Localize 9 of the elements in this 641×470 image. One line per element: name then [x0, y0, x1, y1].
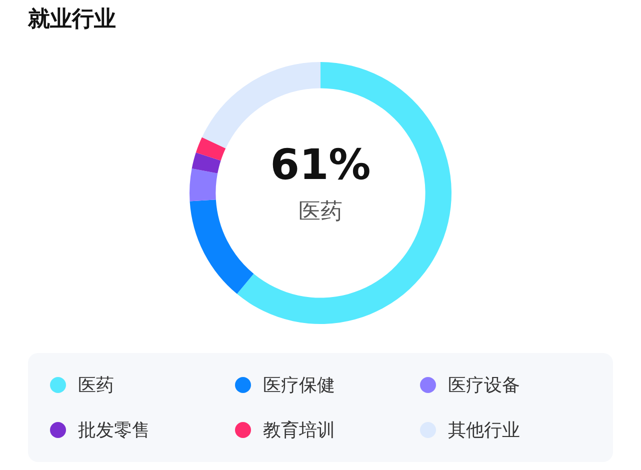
legend-label: 其他行业 — [448, 419, 520, 442]
legend-label: 教育培训 — [263, 419, 335, 442]
chart-title: 就业行业 — [28, 6, 116, 34]
slice-label: 医药 — [298, 200, 342, 225]
legend-label: 医疗保健 — [263, 374, 335, 397]
data-label: 61% — [270, 140, 371, 189]
legend-label: 医药 — [78, 374, 114, 397]
legend-label: 医疗设备 — [448, 374, 520, 397]
legend-label: 批发零售 — [78, 419, 150, 442]
